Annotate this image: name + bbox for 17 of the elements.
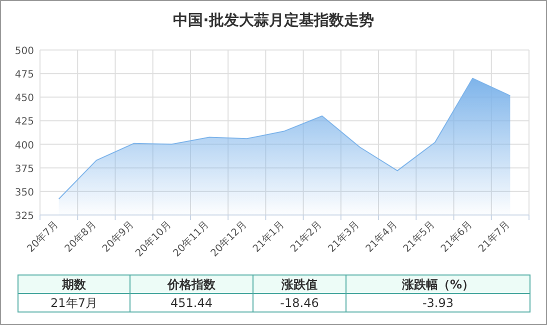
x-tick-label: 21年3月 (326, 218, 362, 255)
x-tick-label: 21年6月 (438, 218, 475, 255)
x-tick-label: 21年7月 (476, 218, 512, 255)
x-tick-label: 21年5月 (400, 218, 438, 255)
x-tick-label: 21年2月 (288, 218, 324, 255)
y-tick-label: 500 (14, 46, 34, 57)
x-tick-label: 20年8月 (62, 218, 99, 255)
y-tick-label: 450 (14, 93, 34, 104)
y-tick-label: 475 (14, 70, 34, 81)
y-tick-label: 400 (14, 140, 34, 152)
x-tick-label: 21年4月 (363, 218, 400, 255)
x-tick-label: 21年1月 (250, 218, 287, 255)
y-tick-label: 425 (14, 116, 34, 128)
chart-title: 中国·批发大蒜月定基指数走势 (173, 11, 374, 29)
y-tick-label: 350 (14, 187, 34, 198)
table: 期数 价格指数 涨跌值 涨跌幅（%） 21年7月 451.44 -18.46 -3.93 (18, 274, 530, 312)
y-tick-label: 375 (14, 164, 34, 175)
